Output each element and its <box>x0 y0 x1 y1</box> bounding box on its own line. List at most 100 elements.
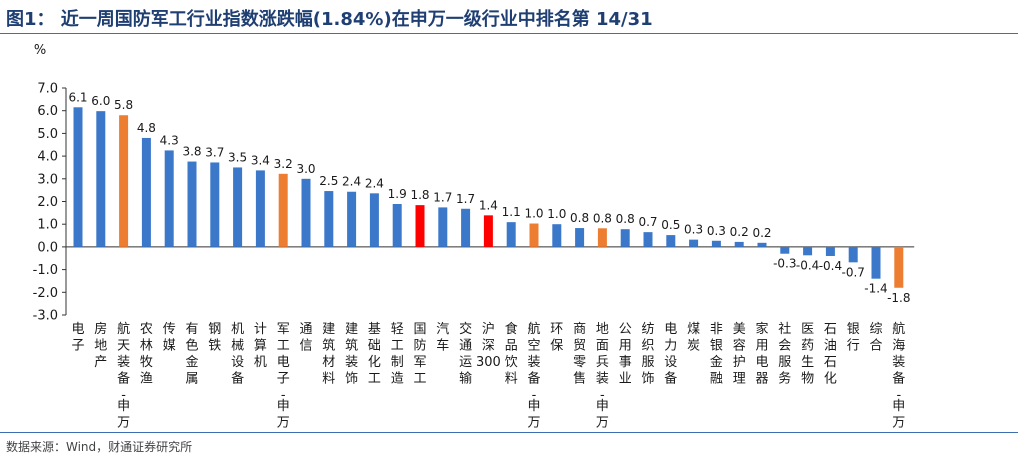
data-label: 1.9 <box>388 187 407 201</box>
bar-30 <box>734 241 744 247</box>
bar-5 <box>164 150 174 247</box>
category-label: 航天装备-申万三 <box>117 321 130 432</box>
category-label: 电子 <box>71 322 84 354</box>
data-label: 1.7 <box>433 190 452 204</box>
category-label: 电力设备 <box>664 322 677 387</box>
category-label: 交通运输 <box>459 321 472 387</box>
bar-4 <box>141 137 151 247</box>
data-label: 0.8 <box>570 211 589 225</box>
category-label: 有色金属 <box>185 322 198 387</box>
category-label: 非银金融 <box>710 322 723 387</box>
bar-17 <box>438 207 448 247</box>
data-label: 3.0 <box>296 162 315 176</box>
title-bar: 图1： 近一周国防军工行业指数涨跌幅(1.84%)在申万一级行业中排名第 14/… <box>0 0 1018 34</box>
y-tick-label: 4.0 <box>37 150 58 165</box>
bar-29 <box>711 240 721 247</box>
bar-22 <box>552 224 562 247</box>
category-label: 军工电子-申万三 <box>277 322 290 432</box>
bar-27 <box>666 235 676 247</box>
category-label: 食品饮料 <box>505 321 518 387</box>
data-label: 5.8 <box>114 98 133 112</box>
data-label: 3.5 <box>228 150 247 164</box>
data-label: 2.5 <box>319 174 338 188</box>
data-label: -0.4 <box>819 259 842 273</box>
bar-15 <box>392 203 402 247</box>
category-label: 建筑装饰 <box>345 322 358 387</box>
data-label: 0.2 <box>752 226 771 240</box>
category-label: 地面兵装-申万三 <box>596 322 609 432</box>
category-label: 钢铁 <box>208 322 221 354</box>
bar-32 <box>780 246 790 254</box>
category-label: 银行 <box>847 322 860 354</box>
category-label: 医药生物 <box>801 322 814 387</box>
bar-34 <box>825 246 835 256</box>
y-tick-label: -3.0 <box>33 309 58 324</box>
bar-18 <box>461 208 471 247</box>
data-label: -0.7 <box>841 265 864 279</box>
bar-1 <box>73 107 83 247</box>
bar-25 <box>620 229 630 247</box>
bar-31 <box>757 242 767 247</box>
bar-8 <box>233 167 243 247</box>
data-label: 6.1 <box>68 90 87 104</box>
category-label: 综合 <box>869 322 882 354</box>
data-label: 0.7 <box>638 215 657 229</box>
bar-19 <box>483 215 493 247</box>
bar-28 <box>689 239 699 247</box>
data-label: 0.2 <box>730 225 749 239</box>
category-label: 公用事业 <box>619 322 632 387</box>
bar-37 <box>894 246 904 288</box>
bar-3 <box>119 115 129 247</box>
category-label: 计算机 <box>254 322 267 370</box>
bar-13 <box>347 191 357 247</box>
data-label: 3.7 <box>205 145 224 159</box>
source-note: 数据来源：Wind，财通证券研究所 <box>6 440 193 454</box>
category-label: 社会服务 <box>778 321 791 387</box>
data-label: 3.4 <box>251 153 270 167</box>
category-label: 农林牧渔 <box>140 322 153 387</box>
category-label: 汽车 <box>436 322 449 354</box>
y-axis-unit: % <box>34 43 46 58</box>
data-label: 0.8 <box>593 211 612 225</box>
category-label: 商贸零售 <box>573 322 586 387</box>
bar-10 <box>278 173 288 247</box>
bar-23 <box>575 228 585 247</box>
y-tick-label: 5.0 <box>37 127 58 142</box>
data-label: -0.3 <box>773 257 796 271</box>
category-label: 环保 <box>550 322 563 354</box>
y-tick-label: 7.0 <box>37 82 58 97</box>
data-label: 3.2 <box>274 157 293 171</box>
bar-36 <box>871 246 881 279</box>
data-label: 1.0 <box>547 207 566 221</box>
data-label: 0.3 <box>707 224 726 238</box>
y-tick-label: 6.0 <box>37 104 58 119</box>
data-label: 2.4 <box>342 175 361 189</box>
bar-16 <box>415 205 425 247</box>
footer-divider <box>0 432 1018 433</box>
bar-33 <box>803 246 813 256</box>
chart-title: 图1： 近一周国防军工行业指数涨跌幅(1.84%)在申万一级行业中排名第 14/… <box>6 9 653 30</box>
data-label: 0.3 <box>684 223 703 237</box>
data-label: 1.1 <box>502 205 521 219</box>
category-label: 家用电器 <box>755 321 768 387</box>
bar-26 <box>643 232 653 247</box>
data-label: -1.8 <box>887 291 910 305</box>
data-label: 3.8 <box>182 145 201 159</box>
bar-chart: % 7.0 6.0 5.0 4.0 3.0 2.0 1.0 0.0 -1.0 -2.0 -3.0 6.1… <box>33 43 915 432</box>
bar-24 <box>597 228 607 247</box>
y-tick-label: 1.0 <box>37 218 58 233</box>
category-label: 机械设备 <box>231 322 244 387</box>
bar-20 <box>506 222 516 247</box>
category-label: 房地产 <box>94 321 107 370</box>
category-label: 基础化工 <box>368 322 381 387</box>
category-label: 石油石化 <box>824 322 837 387</box>
bar-9 <box>255 170 265 247</box>
bar-14 <box>369 193 379 247</box>
category-label: 航空装备-申万三 <box>527 321 540 432</box>
category-label: 通信 <box>299 322 312 354</box>
data-label: 1.4 <box>479 198 498 212</box>
bar-2 <box>96 111 106 247</box>
category-label: 国防军工 <box>413 322 426 387</box>
category-label: 纺织服饰 <box>641 322 654 387</box>
data-label: -0.4 <box>796 258 819 272</box>
